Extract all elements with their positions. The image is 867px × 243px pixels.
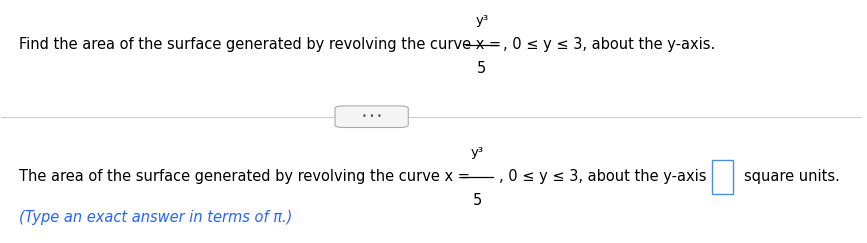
Text: 5: 5 <box>477 61 486 76</box>
Text: y³: y³ <box>471 146 484 159</box>
Text: (Type an exact answer in terms of π.): (Type an exact answer in terms of π.) <box>18 210 292 225</box>
Text: , 0 ≤ y ≤ 3, about the y-axis is: , 0 ≤ y ≤ 3, about the y-axis is <box>499 169 723 184</box>
Text: square units.: square units. <box>744 169 839 184</box>
Text: , 0 ≤ y ≤ 3, about the y-axis.: , 0 ≤ y ≤ 3, about the y-axis. <box>504 37 715 52</box>
FancyBboxPatch shape <box>335 106 408 128</box>
Text: 5: 5 <box>473 193 482 208</box>
FancyBboxPatch shape <box>712 160 733 194</box>
Text: Find the area of the surface generated by revolving the curve x =: Find the area of the surface generated b… <box>18 37 505 52</box>
Text: The area of the surface generated by revolving the curve x =: The area of the surface generated by rev… <box>18 169 474 184</box>
Text: • • •: • • • <box>362 112 381 121</box>
Text: y³: y³ <box>475 14 488 27</box>
